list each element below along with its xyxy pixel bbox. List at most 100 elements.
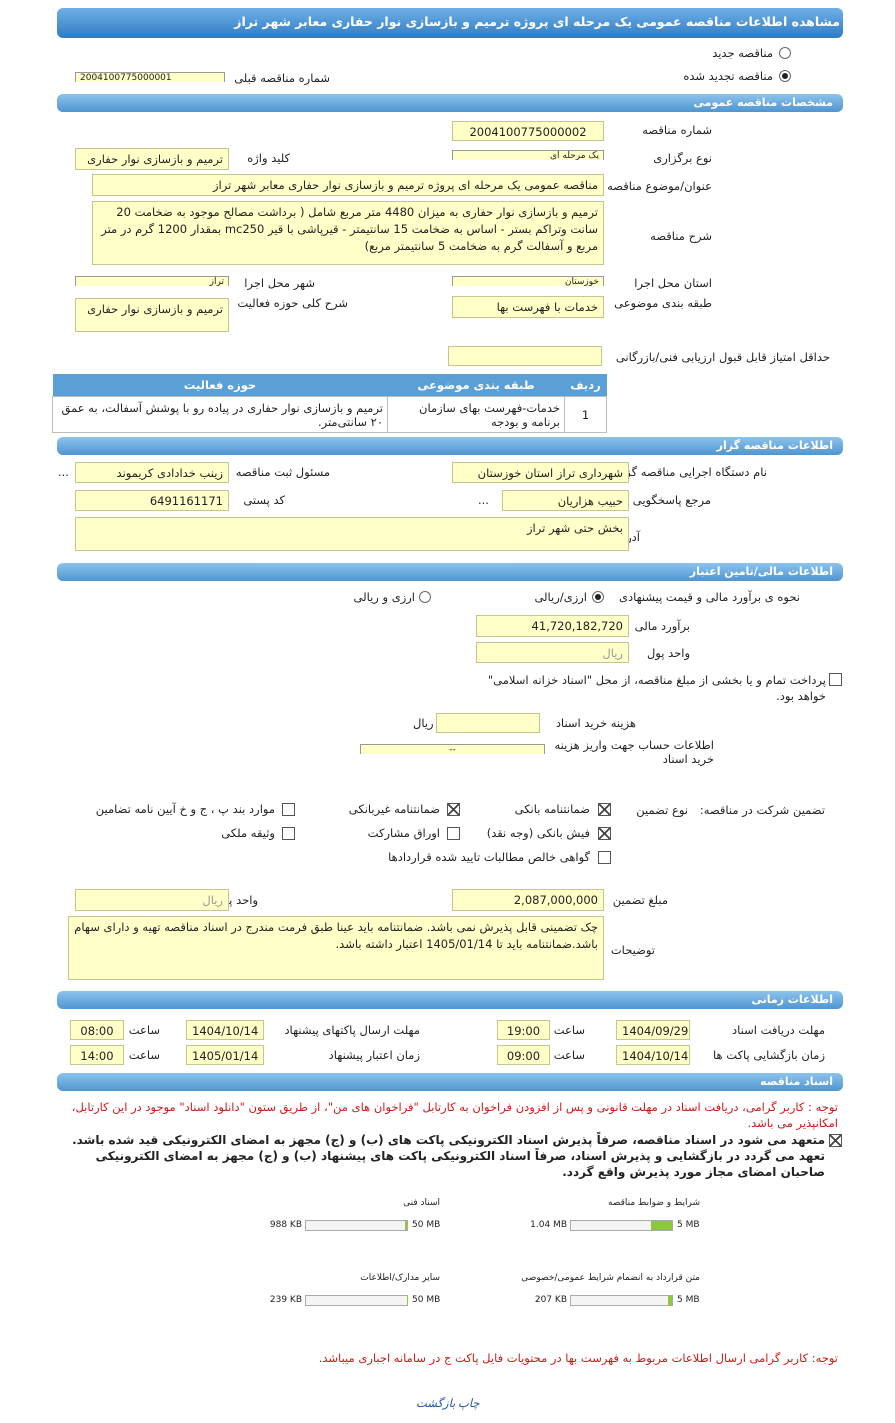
field [448,346,602,366]
field: ترمیم و بازسازی نوار حفاری [75,148,229,170]
label: طبقه بندی موضوعی [614,296,712,310]
field: 1404/10/14 [616,1045,690,1065]
field: ترمیم و بازسازی نوار حفاری [75,298,229,332]
field: خدمات با فهرست بها [452,296,604,318]
radio[interactable] [779,47,791,59]
field: ترمیم و بازسازی نوار حفاری به میزان 4480… [92,201,604,265]
progress-bar [305,1220,408,1231]
section-header: اطلاعات مالی/تامین اعتبار [57,563,843,581]
field [436,713,540,733]
field: تراز [75,276,229,286]
field: شهرداری تراز استان خوزستان [452,462,629,483]
label: شرح مناقصه [650,229,712,243]
cell: 1 [564,396,607,433]
progress-fill [651,1221,672,1230]
checkbox[interactable] [282,803,295,816]
field: 14:00 [70,1045,124,1065]
checkbox[interactable] [447,827,460,840]
checkbox[interactable] [447,803,460,816]
progress-bar [570,1295,673,1306]
section-header: اسناد مناقصه [57,1073,843,1091]
checkbox[interactable] [598,851,611,864]
field: 41,720,182,720 [476,615,629,637]
label: توضیحات [610,943,655,957]
print-link[interactable]: چاپ [458,1396,480,1410]
label: ساعت [553,1048,585,1062]
label: مرجع پاسخگویی [632,493,711,507]
radio[interactable] [779,70,791,82]
checkbox[interactable] [598,827,611,840]
file-size: 1.04 MB [530,1220,567,1230]
file-max: 5 MB [677,1295,700,1305]
radio[interactable] [419,591,431,603]
checkbox[interactable] [598,803,611,816]
field: 2,087,000,000 [452,889,604,911]
label: هزینه خرید اسناد [555,716,636,730]
more-link[interactable]: ... [58,465,69,479]
label: اطلاعات حساب جهت واریز هزینه خرید اسناد [554,738,714,766]
label: نوع تضمین [636,803,688,817]
label: شماره مناقصه قبلی [234,71,330,85]
field: 19:00 [497,1020,550,1040]
column-header: حوزه فعالیت [52,374,388,397]
unit: ریال [413,716,434,730]
label: نوع برگزاری [653,151,712,165]
field: 08:00 [70,1020,124,1040]
radio-label: مناقصه تجدید شده [683,69,773,83]
checkbox[interactable] [829,1134,842,1147]
checkbox-label: فیش بانکی (وجه نقد) [486,826,590,840]
file-size: 207 KB [534,1295,567,1305]
label: عنوان/موضوع مناقصه [607,179,712,193]
notice: توجه: کاربر گرامی ارسال اطلاعات مربوط به… [318,1351,838,1365]
page-title: مشاهده اطلاعات مناقصه عمومی یک مرحله ای … [234,14,840,29]
field: ریال [75,889,229,911]
label: ساعت [553,1023,585,1037]
label: تضمین شرکت در مناقصه: [699,803,825,817]
progress-bar [305,1295,408,1306]
section-header: اطلاعات زمانی [57,991,843,1009]
label: شماره مناقصه [642,123,712,137]
checkbox-label: وثیقه ملکی [221,826,275,840]
progress-fill [667,1296,672,1305]
field: 6491161171 [75,490,229,511]
field: بخش حتی شهر تراز [75,517,629,551]
more-link[interactable]: ... [478,493,489,507]
field: ریال [476,642,629,663]
checkbox[interactable] [829,673,842,686]
cell: ترمیم و بازسازی نوار حفاری در پیاده رو ب… [52,396,388,433]
checkbox-label: اوراق مشارکت [367,826,440,840]
label: مبلغ تضمین [612,893,668,907]
section-header: مشخصات مناقصه عمومی [57,94,843,112]
label: ساعت [128,1023,160,1037]
radio-label: ارزی و ریالی [353,590,415,604]
checkbox[interactable] [282,827,295,840]
field: یک مرحله ای [452,150,604,160]
checkbox-label: ضمانتنامه بانکی [514,802,590,816]
checkbox-label: ضمانتنامه غیربانکی [348,802,440,816]
table-row: 1 خدمات-فهرست بهای سازمان برنامه و بودجه ت… [52,396,607,433]
commitment: متعهد می شود در اسناد مناقصه، صرفاً پذیر… [72,1133,825,1179]
radio-label: ارزی/ریالی [534,590,587,604]
label: مهلت ارسال پاکتهای پیشنهاد [284,1023,420,1037]
label: استان محل اجرا [634,276,712,290]
radio[interactable] [592,591,604,603]
label: شهر محل اجرا [244,276,315,290]
field: حبیب هزاریان [502,490,629,511]
label: نحوه ی برآورد مالی و قیمت پیشنهادی [618,590,800,604]
progress-fill [405,1221,407,1230]
checkbox-label: گواهی خالص مطالبات تایید شده قراردادها [388,850,590,864]
file-max: 50 MB [412,1220,441,1230]
title-bar [57,8,843,38]
back-link[interactable]: بازگشت [416,1396,456,1410]
field: 1404/09/29 [616,1020,690,1040]
label: ساعت [128,1048,160,1062]
label: حداقل امتیاز قابل قبول ارزیابی فنی/بازرگ… [615,350,830,364]
file-size: 988 KB [269,1220,302,1230]
field: چک تضمینی قابل پذیرش نمی باشد. ضمانتنامه… [68,916,604,980]
label: شرح کلی حوزه فعالیت [237,296,348,310]
field: 1404/10/14 [186,1020,264,1040]
field: 09:00 [497,1045,550,1065]
field: 2004100775000002 [452,121,604,141]
activity-table: ردیف طبقه بندی موضوعی حوزه فعالیت 1 خدمات-ف… [52,374,607,433]
cell: خدمات-فهرست بهای سازمان برنامه و بودجه [387,396,565,433]
